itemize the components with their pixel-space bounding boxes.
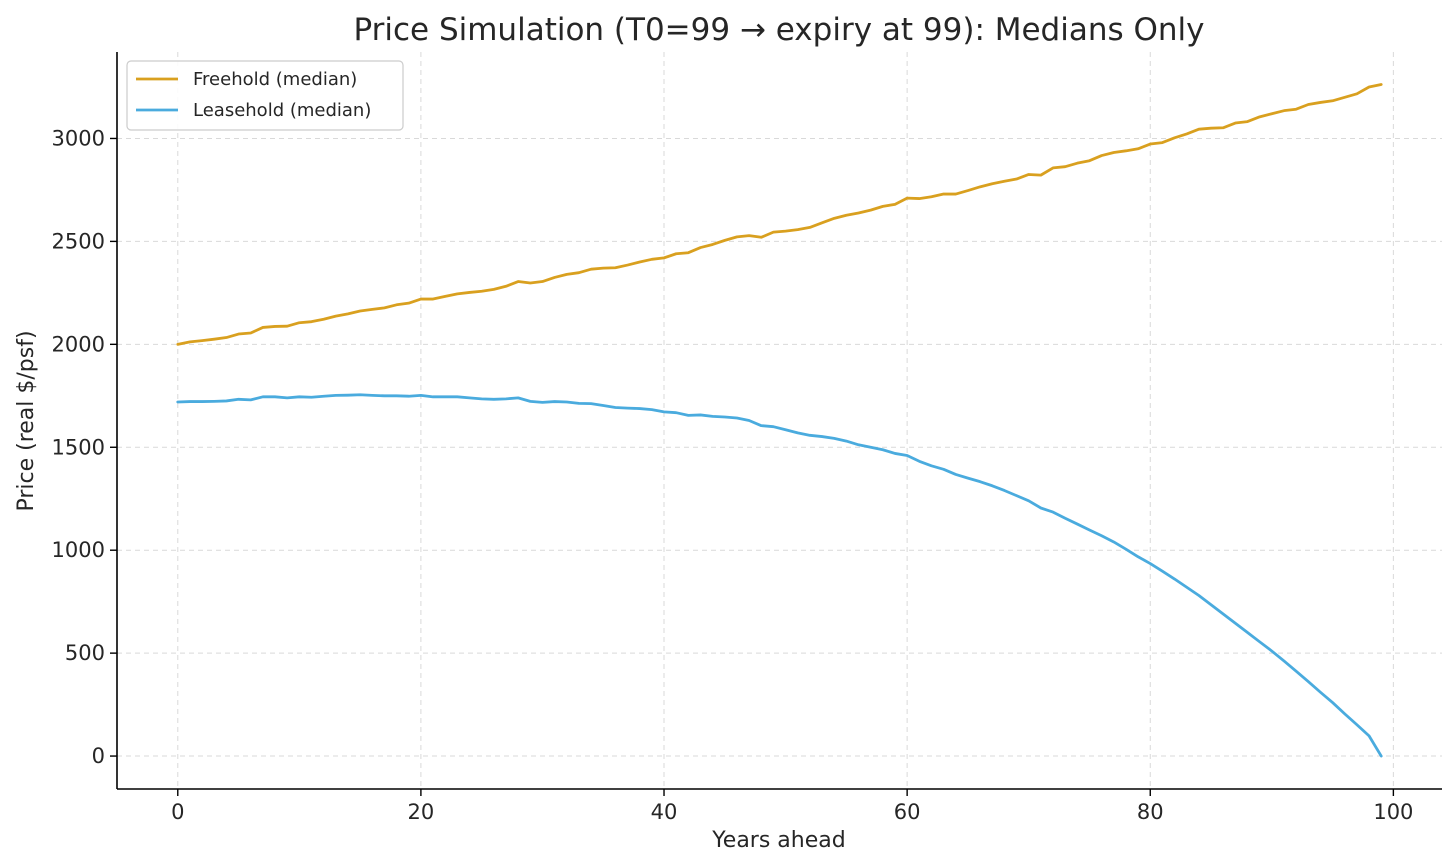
x-tick-label: 0 [171,800,184,824]
axes [116,52,1442,790]
y-tick-label: 2500 [52,229,105,253]
legend-box [126,60,404,131]
series-line-freehold [176,83,1383,346]
series-line-leasehold [176,393,1383,758]
y-ticks: 0 500 1000 1500 2000 2500 3000 [52,126,117,768]
chart-title: Price Simulation (T0=99 → expiry at 99):… [353,12,1204,48]
legend: Freehold (median) Leasehold (median) [126,60,404,131]
x-ticks: 0 20 40 60 80 100 [171,789,1413,824]
x-tick-label: 20 [408,800,435,824]
y-tick-label: 3000 [52,126,105,150]
y-tick-label: 1000 [52,538,105,562]
y-tick-label: 1500 [52,435,105,459]
x-tick-label: 40 [651,800,678,824]
y-axis-title: Price (real $/psf) [14,330,39,511]
legend-label-freehold: Freehold (median) [193,69,357,90]
series-lines [176,83,1383,758]
grid [117,52,1442,789]
x-tick-label: 80 [1137,800,1164,824]
y-tick-label: 500 [65,641,105,665]
y-tick-label: 2000 [52,332,105,356]
x-tick-label: 100 [1373,800,1413,824]
legend-label-leasehold: Leasehold (median) [193,100,371,121]
x-tick-label: 60 [894,800,921,824]
y-tick-label: 0 [92,744,105,768]
x-axis-title: Years ahead [711,828,845,853]
